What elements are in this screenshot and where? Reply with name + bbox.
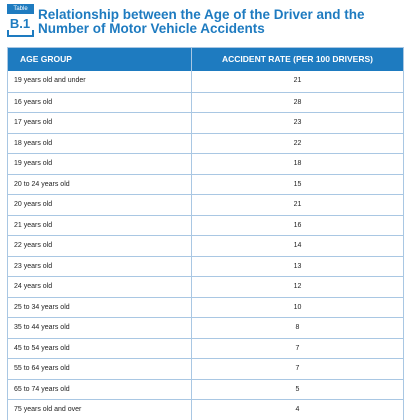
age-group-cell: 22 years old xyxy=(8,236,192,256)
age-group-cell: 45 to 54 years old xyxy=(8,338,192,358)
table-row: 25 to 34 years old 10 xyxy=(8,296,403,317)
table-row: 19 years old 18 xyxy=(8,153,403,174)
table-row: 18 years old 22 xyxy=(8,132,403,153)
accident-rate-cell: 21 xyxy=(293,201,302,208)
accident-rate-cell: 16 xyxy=(293,221,302,229)
table-body: 19 years old and under 21 16 years old 28 17… xyxy=(8,71,403,420)
table-row: 20 to 24 years old 15 xyxy=(8,173,403,194)
age-group-cell: 17 years old xyxy=(8,113,192,133)
table-row: 22 years old 14 xyxy=(8,235,403,256)
age-group-cell: 24 years old xyxy=(8,277,192,297)
table-row: 21 years old 16 xyxy=(8,214,403,235)
age-group-cell: 55 to 64 years old xyxy=(8,359,192,379)
table-row: 19 years old and under 21 xyxy=(8,71,403,92)
table-row: 24 years old 12 xyxy=(8,276,403,297)
accident-rate-cell: 22 xyxy=(293,139,302,147)
table-number: B.1 xyxy=(9,16,31,31)
table-row: 45 to 54 years old 7 xyxy=(8,337,403,358)
accident-rate-cell: 12 xyxy=(293,283,302,290)
table-header: Table B.1 Relationship between the Age o… xyxy=(6,4,404,40)
accident-rate-cell: 23 xyxy=(293,119,302,126)
table-badge: Table B.1 xyxy=(6,4,34,40)
accident-rate-cell: 14 xyxy=(293,242,302,249)
age-group-cell: 18 years old xyxy=(8,133,192,153)
table-row: 55 to 64 years old 7 xyxy=(8,358,403,379)
accident-rate-cell: 21 xyxy=(293,77,302,84)
accident-rate-cell: 4 xyxy=(295,406,300,413)
accident-rate-cell: 8 xyxy=(295,324,300,331)
age-group-cell: 19 years old xyxy=(8,154,192,174)
accident-rate-cell: 10 xyxy=(293,303,302,311)
column-header-age-group: AGE GROUP xyxy=(8,48,192,71)
accident-rate-cell: 13 xyxy=(293,262,302,270)
age-group-cell: 21 years old xyxy=(8,215,192,235)
age-group-cell: 25 to 34 years old xyxy=(8,297,192,317)
age-group-cell: 65 to 74 years old xyxy=(8,379,192,399)
accident-rate-cell: 28 xyxy=(293,98,302,106)
table-row: 23 years old 13 xyxy=(8,255,403,276)
accident-rate-cell: 7 xyxy=(295,365,300,372)
age-group-cell: 75 years old and over xyxy=(8,400,192,420)
table-row: 65 to 74 years old 5 xyxy=(8,378,403,399)
age-group-cell: 20 to 24 years old xyxy=(8,174,192,194)
accident-rate-cell: 15 xyxy=(293,180,302,188)
age-group-cell: 23 years old xyxy=(8,256,192,276)
table-row: 16 years old 28 xyxy=(8,91,403,112)
age-group-cell: 16 years old xyxy=(8,92,192,112)
accident-rate-cell: 18 xyxy=(293,160,302,167)
table-row: 75 years old and over 4 xyxy=(8,399,403,420)
table-row: 20 years old 21 xyxy=(8,194,403,215)
badge-tab-label: Table xyxy=(7,4,34,14)
age-group-cell: 35 to 44 years old xyxy=(8,318,192,338)
accident-rate-cell: 5 xyxy=(295,385,300,393)
age-group-cell: 20 years old xyxy=(8,195,192,215)
accident-rate-cell: 7 xyxy=(295,344,300,352)
table-row: 17 years old 23 xyxy=(8,112,403,133)
age-group-cell: 19 years old and under xyxy=(8,71,192,92)
table-title: Relationship between the Age of the Driv… xyxy=(38,7,365,36)
table-head: AGE GROUP ACCIDENT RATE (PER 100 DRIVERS… xyxy=(8,48,403,71)
table-row: 35 to 44 years old 8 xyxy=(8,317,403,338)
data-table: AGE GROUP ACCIDENT RATE (PER 100 DRIVERS… xyxy=(7,47,404,420)
column-header-accident-rate: ACCIDENT RATE (PER 100 DRIVERS) xyxy=(222,54,373,64)
bracket-icon xyxy=(7,30,34,37)
